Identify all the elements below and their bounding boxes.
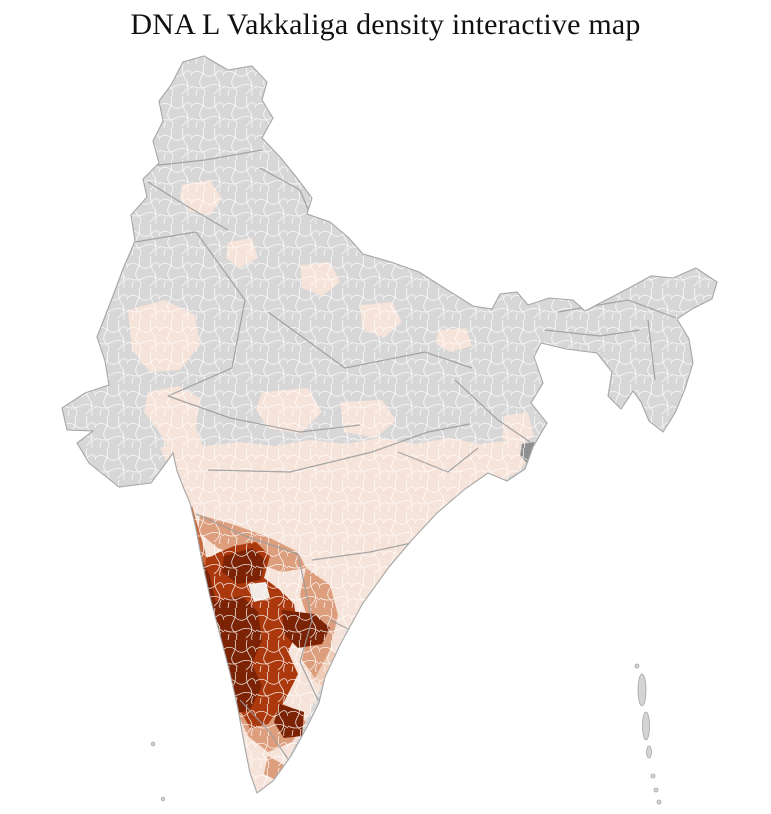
india-outline-stroke <box>61 55 718 794</box>
nicobar-islet-1[interactable] <box>650 773 656 779</box>
page-title: DNA L Vakkaliga density interactive map <box>130 8 641 41</box>
lakshadweep-island-dots[interactable] <box>150 741 166 802</box>
nicobar-islet-2[interactable] <box>653 787 659 793</box>
region-northeast-pocket[interactable] <box>696 310 712 326</box>
nicobar-islet-3[interactable] <box>656 799 662 805</box>
lakshadweep-dot-2[interactable] <box>160 796 166 802</box>
andaman-island-1[interactable] <box>637 673 647 707</box>
andaman-islet-1[interactable] <box>634 663 640 669</box>
lakshadweep-dot-1[interactable] <box>150 741 156 747</box>
andaman-island-3[interactable] <box>646 745 652 759</box>
andaman-island-chain[interactable] <box>634 663 662 805</box>
andaman-island-2[interactable] <box>642 711 650 741</box>
